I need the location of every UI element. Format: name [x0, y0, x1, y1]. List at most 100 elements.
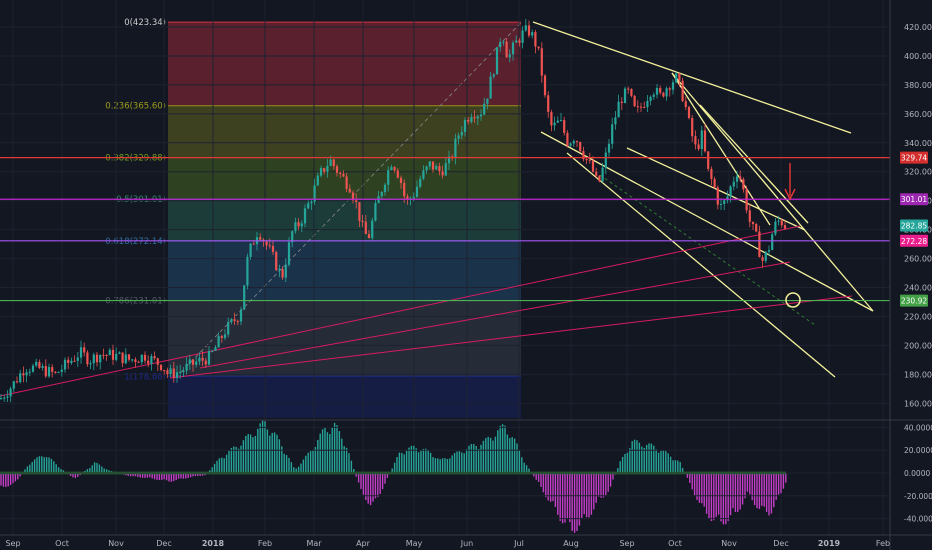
candle-body [118, 352, 121, 354]
candle-body [60, 369, 63, 372]
candle-body [12, 381, 15, 389]
candle-body [419, 178, 422, 187]
candle-body [732, 181, 735, 187]
candle-body [326, 165, 329, 172]
macd-bar [545, 473, 547, 498]
macd-bar [413, 445, 415, 473]
candle-body [217, 336, 220, 348]
macd-bar [305, 455, 307, 473]
candle-body [275, 252, 278, 271]
macd-bar [528, 468, 530, 473]
macd-bar [29, 464, 31, 473]
macd-bar [197, 473, 199, 477]
macd-bar [242, 440, 245, 473]
candle-body [297, 222, 300, 227]
macd-bar [341, 438, 343, 473]
macd-bar [607, 473, 609, 492]
macd-bar [401, 452, 403, 473]
macd-bar [24, 469, 26, 473]
macd-bar [377, 473, 379, 498]
macd-bar [657, 452, 660, 473]
candle-body [364, 221, 367, 235]
macd-bar [132, 473, 134, 477]
macd-bar [501, 424, 504, 473]
candle-body [41, 366, 44, 368]
macd-bar [417, 452, 420, 473]
price-label-text: 272.28 [901, 237, 927, 246]
candle-body [617, 101, 620, 118]
macd-bar [254, 435, 257, 473]
macd-bar [600, 473, 602, 498]
candle-body [435, 166, 438, 170]
macd-bar [293, 467, 295, 473]
macd-tick-label: -20.0000 [904, 492, 932, 501]
macd-bar [386, 473, 389, 478]
candle-body [511, 42, 515, 55]
y-tick-label: 360.00 [904, 110, 932, 119]
candle-body [83, 347, 86, 353]
macd-bar [225, 454, 228, 473]
candle-body [127, 354, 131, 360]
candle-body [601, 167, 604, 182]
macd-bar [751, 473, 753, 501]
macd-bar [249, 434, 252, 473]
candle-body [620, 101, 623, 104]
y-tick-label: 260.00 [904, 255, 932, 264]
candle-body [537, 46, 540, 49]
macd-bar [564, 473, 566, 523]
macd-bar [437, 458, 439, 473]
macd-bar [758, 473, 761, 509]
candle-body [294, 222, 297, 232]
macd-bar [98, 464, 101, 473]
candle-body [646, 100, 649, 108]
candle-body [380, 192, 383, 197]
macd-bar [689, 473, 691, 483]
candle-body [345, 176, 348, 189]
candle-body [771, 234, 774, 250]
macd-bar [576, 473, 578, 531]
candle-body [655, 87, 659, 95]
candle-body [668, 88, 671, 90]
horizontal-lines [0, 157, 890, 302]
candle-body [476, 116, 479, 119]
candle-body [319, 168, 323, 176]
macd-bar [199, 473, 201, 476]
macd-bar [165, 473, 168, 481]
candle-body [659, 87, 662, 93]
fib-level-label: 0.236(365.60) [105, 102, 166, 112]
candle-body [499, 42, 502, 48]
candle-body [329, 159, 332, 166]
macd-bar [717, 473, 720, 515]
candle-body [780, 220, 783, 226]
candle-body [86, 352, 89, 365]
trend-line [540, 131, 874, 312]
macd-bar [506, 434, 509, 473]
macd-tick-label: 20.0000 [904, 446, 932, 455]
macd-bar [698, 473, 701, 503]
macd-bar [475, 445, 477, 473]
macd-bar [96, 462, 98, 473]
candle-body [579, 141, 582, 152]
highlight-circle [785, 292, 801, 308]
macd-bar [89, 467, 91, 473]
x-tick-label: Mar [306, 539, 322, 548]
trend-line [626, 147, 806, 231]
macd-bar [557, 473, 559, 515]
price-label-box [900, 151, 928, 164]
macd-bar [765, 473, 768, 512]
candle-body [223, 334, 227, 338]
candle-body [572, 141, 575, 144]
macd-bar [17, 473, 19, 480]
macd-bar [357, 473, 360, 483]
macd-bar [595, 473, 597, 503]
macd-bar [276, 434, 278, 473]
candle-body [505, 41, 508, 58]
macd-bar [170, 473, 173, 482]
candle-body [729, 186, 732, 197]
macd-bar [516, 443, 518, 473]
candle-body [563, 120, 566, 133]
macd-bar [333, 422, 336, 473]
macd-bar [360, 473, 362, 489]
